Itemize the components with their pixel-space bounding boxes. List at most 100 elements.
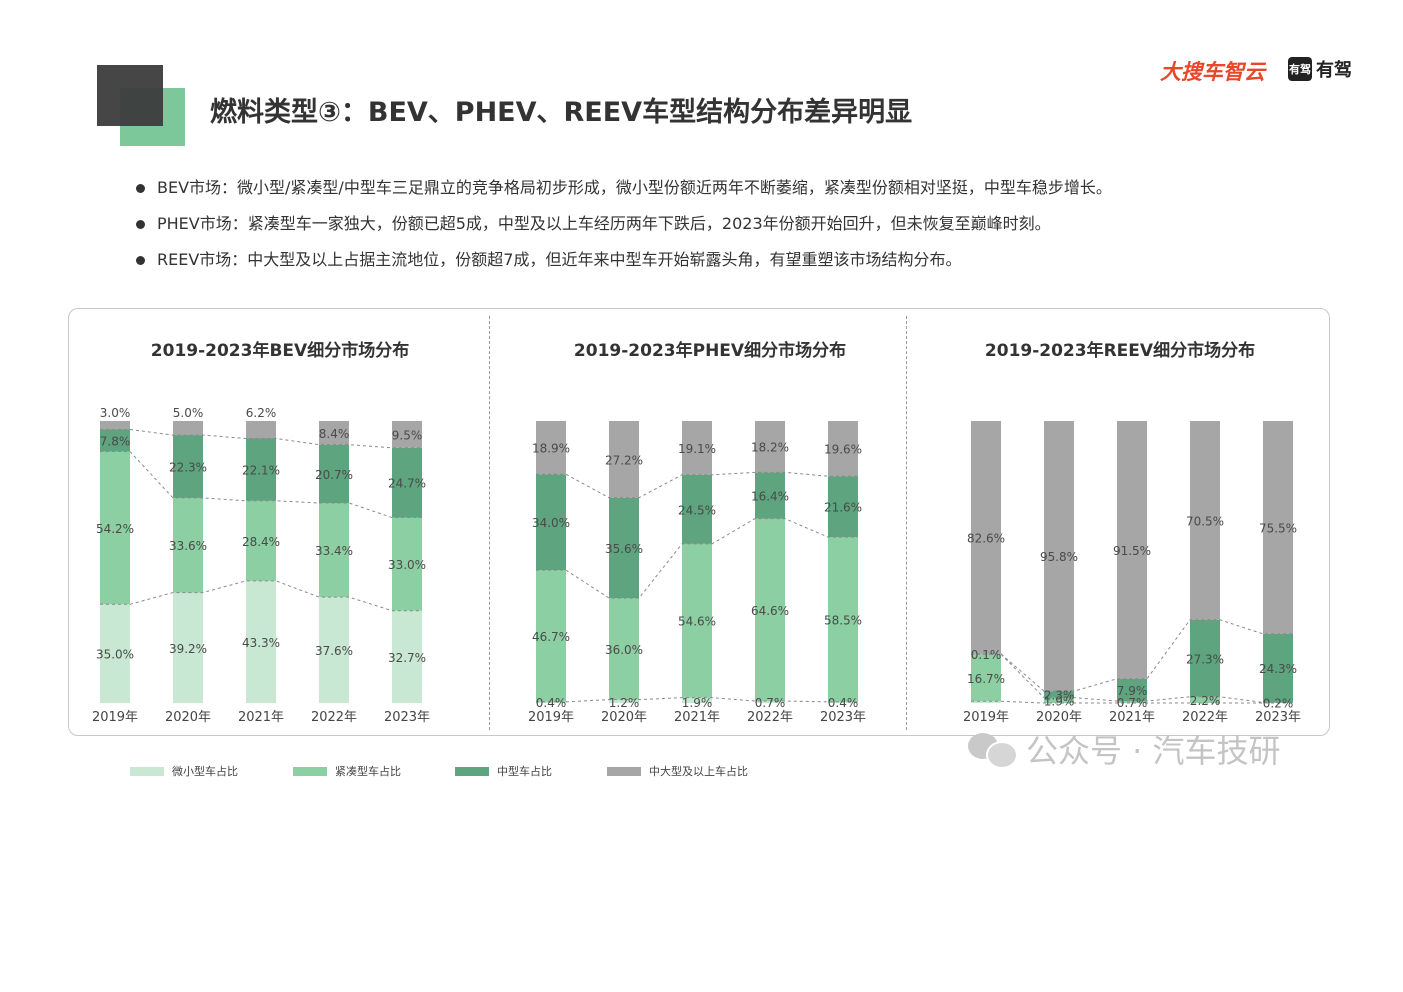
- x-tick-label: 2022年: [1182, 710, 1228, 725]
- x-tick-label: 2022年: [747, 710, 793, 725]
- data-label: 24.5%: [678, 503, 716, 517]
- data-label: 16.7%: [967, 672, 1005, 686]
- data-label: 1.2%: [609, 696, 640, 710]
- data-label: 1.9%: [682, 696, 713, 710]
- bar-segment-0-0-4: [392, 610, 422, 703]
- data-label: 0.7%: [755, 696, 786, 710]
- bar-segment-2-0-0: [971, 701, 1001, 703]
- data-label: 20.7%: [315, 468, 353, 482]
- connector-line-2-1: [971, 653, 1293, 703]
- data-label: 58.5%: [824, 613, 862, 627]
- data-label: 18.2%: [751, 441, 789, 455]
- legend-swatch: [293, 766, 327, 776]
- data-label: 95.8%: [1040, 550, 1078, 564]
- data-label: 34.0%: [532, 516, 570, 530]
- bar-segment-0-2-1: [173, 435, 203, 498]
- data-label: 21.6%: [824, 501, 862, 515]
- youjia-logo: 有驾 有驾: [1288, 56, 1352, 82]
- bar-segment-0-3-0: [100, 421, 130, 430]
- data-label: 5.0%: [173, 406, 204, 420]
- data-label: 2.2%: [1190, 694, 1221, 708]
- bar-segment-1-3-1: [609, 421, 639, 498]
- bar-segment-0-0-2: [246, 580, 276, 703]
- connector-line-1-0: [536, 697, 858, 703]
- bar-segment-1-2-4: [828, 476, 858, 538]
- data-label: 35.6%: [605, 542, 643, 556]
- bev-chart-title: 2019-2023年BEV细分市场分布: [150, 341, 410, 361]
- legend-item-large: 中大型及以上车占比: [607, 763, 807, 779]
- bar-segment-1-2-3: [755, 472, 785, 519]
- bar-segment-1-0-2: [682, 697, 712, 703]
- youjia-logo-icon: 有驾: [1288, 57, 1312, 81]
- data-label: 64.6%: [751, 604, 789, 618]
- data-label: 33.0%: [388, 558, 426, 572]
- x-tick-label: 2019年: [963, 710, 1009, 725]
- phev-chart-title: 2019-2023年PHEV细分市场分布: [573, 341, 847, 361]
- bar-segment-1-2-1: [609, 497, 639, 599]
- data-label: 36.0%: [605, 643, 643, 657]
- data-label: 6.2%: [246, 406, 277, 420]
- legend-item-micro: 微小型车占比: [130, 763, 293, 779]
- data-label: 19.6%: [824, 443, 862, 457]
- bullet-dot: [136, 219, 145, 229]
- bar-segment-1-3-3: [755, 421, 785, 473]
- bar-segment-2-3-1: [1044, 421, 1074, 692]
- bar-segment-1-2-0: [536, 474, 566, 571]
- bar-segment-1-1-3: [755, 518, 785, 702]
- data-label: 2.3%: [1044, 688, 1075, 702]
- bar-segment-1-2-2: [682, 474, 712, 544]
- bar-segment-1-1-0: [536, 570, 566, 702]
- data-label: 24.3%: [1259, 662, 1297, 676]
- bar-segment-1-3-4: [828, 421, 858, 477]
- data-label: 3.0%: [100, 406, 131, 420]
- legend-swatch: [130, 766, 164, 776]
- x-tick-label: 2021年: [1109, 710, 1155, 725]
- bar-segment-0-1-4: [392, 517, 422, 611]
- bar-segment-2-3-2: [1117, 421, 1147, 679]
- data-label: 0.4%: [828, 696, 859, 710]
- bar-segment-2-1-2: [1117, 701, 1147, 703]
- data-label: 27.2%: [605, 453, 643, 467]
- bar-segment-1-0-0: [536, 701, 566, 703]
- x-tick-label: 2020年: [1036, 710, 1082, 725]
- connector-line-1-2: [536, 471, 858, 499]
- bar-segment-0-3-3: [319, 421, 349, 445]
- dasouche-logo: 大搜车智云: [1160, 60, 1265, 84]
- bar-segment-0-3-1: [173, 421, 203, 436]
- x-tick-label: 2020年: [165, 710, 211, 725]
- bar-segment-2-2-1: [1044, 691, 1074, 698]
- data-label: 70.5%: [1186, 514, 1224, 528]
- wechat-icon: [968, 731, 1018, 769]
- bar-segment-1-1-1: [609, 598, 639, 700]
- chart-divider: [489, 316, 490, 730]
- data-label: 7.8%: [100, 434, 131, 448]
- data-label: 39.2%: [169, 642, 207, 656]
- chart-divider: [906, 316, 907, 730]
- bar-segment-0-0-3: [319, 597, 349, 703]
- bar-segment-0-1-3: [319, 502, 349, 598]
- data-label: 1.9%: [1044, 694, 1075, 708]
- data-label: 22.1%: [242, 464, 280, 478]
- x-tick-label: 2023年: [1255, 710, 1301, 725]
- connector-line-0-2: [100, 428, 422, 449]
- x-tick-label: 2022年: [311, 710, 357, 725]
- data-label: 35.0%: [96, 648, 134, 662]
- bullet-text: REEV市场：中大型及以上占据主流地位，份额超7成，但近年来中型车开始崭露头角，…: [157, 250, 962, 269]
- legend-swatch: [455, 766, 489, 776]
- data-label: 28.4%: [242, 535, 280, 549]
- bar-segment-2-2-2: [1117, 678, 1147, 702]
- data-label: 16.4%: [751, 490, 789, 504]
- bar-segment-0-3-4: [392, 421, 422, 448]
- bar-segment-0-2-4: [392, 447, 422, 518]
- bullet-list: BEV市场：微小型/紧凑型/中型车三足鼎立的竞争格局初步形成，微小型份额近两年不…: [136, 170, 1112, 278]
- data-label: 24.7%: [388, 477, 426, 491]
- legend-label: 中大型及以上车占比: [649, 765, 748, 778]
- bar-segment-0-3-2: [246, 421, 276, 439]
- data-label: 19.1%: [678, 442, 716, 456]
- data-label: 33.6%: [169, 539, 207, 553]
- data-label: 8.4%: [319, 427, 350, 441]
- bar-segment-0-0-0: [100, 604, 130, 703]
- bar-segment-2-3-4: [1263, 421, 1293, 634]
- data-label: 46.7%: [532, 630, 570, 644]
